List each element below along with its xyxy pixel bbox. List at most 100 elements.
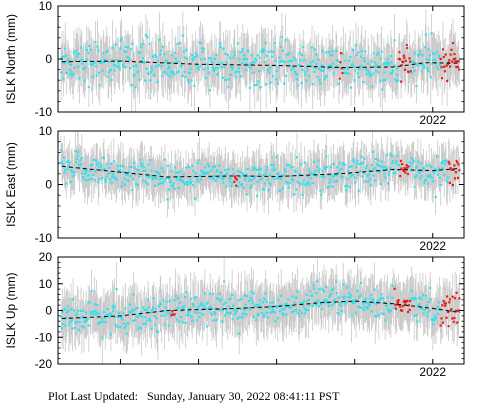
data-point [106,49,109,52]
data-point [366,307,369,310]
data-point [283,82,286,85]
data-point [232,56,235,59]
data-point [238,332,241,335]
data-point [411,162,414,165]
data-point [134,307,138,310]
data-point [377,164,380,168]
data-point [218,42,221,45]
data-point [154,308,158,311]
data-point [320,193,323,196]
data-point [276,317,279,320]
data-point [389,72,392,75]
data-point [297,181,300,184]
data-point [412,160,415,163]
data-point [416,64,419,67]
data-point [145,67,148,70]
data-point [416,304,420,307]
data-point [106,163,109,166]
data-point [385,304,388,307]
data-point [122,322,125,325]
data-point [254,304,257,307]
recent-data-point [403,56,406,60]
recent-data-point [443,304,447,307]
data-point [317,170,320,173]
data-point [134,173,137,176]
data-point [416,165,419,168]
data-point [109,178,112,181]
data-point [203,166,207,169]
data-point [239,75,242,78]
data-point [195,54,199,57]
data-point [181,74,184,77]
data-point [59,149,63,152]
data-point [186,78,189,82]
data-point [387,62,390,65]
data-point [308,64,311,67]
data-point [67,164,70,167]
data-point [285,180,288,183]
data-point [234,311,237,314]
data-point [349,296,352,299]
data-point [344,302,347,305]
data-point [173,51,177,54]
data-point [135,315,138,318]
data-point [67,62,71,65]
data-point [203,292,206,295]
data-point [427,48,430,51]
recent-data-point [440,317,443,320]
data-point [339,304,343,308]
data-point [284,39,287,42]
data-point [432,317,435,321]
data-point [93,302,96,306]
trend-line [61,165,461,178]
data-point [99,59,103,63]
recent-data-point [406,310,410,314]
data-point [369,293,373,296]
recent-data-point [448,181,452,185]
data-point [354,298,357,301]
recent-data-point [451,60,454,63]
data-point [151,68,154,71]
data-point [307,181,310,184]
x-tick-label: 2022 [419,365,446,379]
data-point [114,43,118,46]
data-point [225,78,228,82]
data-point [266,178,269,181]
data-point [63,156,66,159]
data-point [315,63,318,66]
data-point [147,163,150,167]
data-point [355,166,358,169]
data-point [303,161,306,164]
y-tick-label: 10 [39,124,53,138]
data-point [342,162,345,165]
data-point [193,55,197,59]
data-point [68,161,71,164]
data-point [112,63,115,66]
data-point [374,157,378,161]
data-point [374,61,377,64]
data-point [102,61,105,64]
data-point [89,164,93,167]
data-point [309,61,312,64]
data-point [211,62,214,65]
data-point [437,305,440,308]
data-point [293,56,296,59]
data-point [104,59,108,62]
data-point [286,305,289,308]
data-point [243,57,247,61]
data-point [378,64,381,68]
data-point [369,177,372,181]
data-point [423,181,426,185]
data-point [389,309,393,312]
data-point [298,52,301,55]
data-point [384,62,388,65]
data-point [181,321,184,324]
recent-data-point [448,162,451,165]
data-point [203,68,206,71]
data-point [217,67,220,70]
data-point [205,325,209,328]
recent-data-point [457,163,460,166]
recent-data-point [400,167,403,170]
recent-data-point [403,68,407,71]
